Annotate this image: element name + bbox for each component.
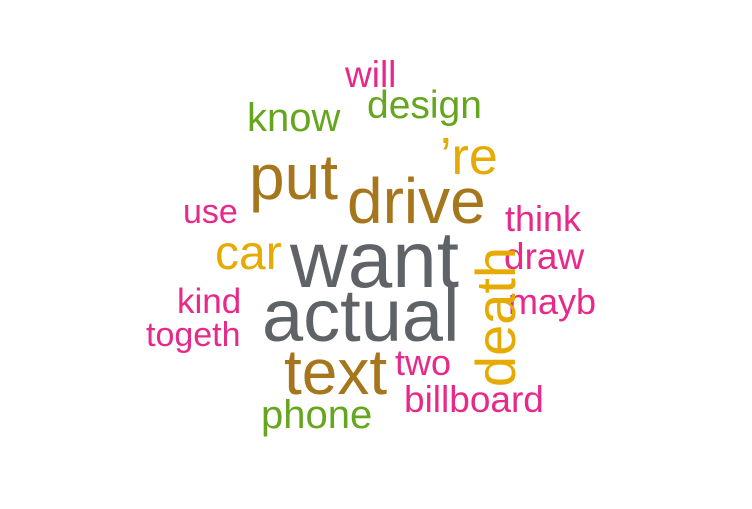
word-car: car [215, 227, 282, 280]
word-two: two [395, 342, 452, 383]
word-phone: phone [261, 393, 373, 437]
word-use: use [183, 193, 238, 231]
word-will: will [345, 54, 397, 95]
word-put: put [249, 141, 338, 213]
word-draw: draw [504, 236, 585, 277]
word-actual: actual [262, 274, 460, 357]
word-re: ’re [440, 128, 498, 186]
word-drive: drive [347, 165, 486, 237]
word-maybe: mayb [508, 281, 597, 322]
word-text: text [284, 336, 388, 408]
word-think: think [505, 198, 582, 239]
word-want: want [290, 215, 459, 304]
word-design: design [367, 84, 482, 127]
word-know: know [247, 96, 341, 140]
word-death: death [464, 246, 527, 388]
word-kind: kind [177, 282, 242, 321]
word-together: togeth [146, 316, 241, 354]
word-billboard: billboard [404, 379, 544, 420]
